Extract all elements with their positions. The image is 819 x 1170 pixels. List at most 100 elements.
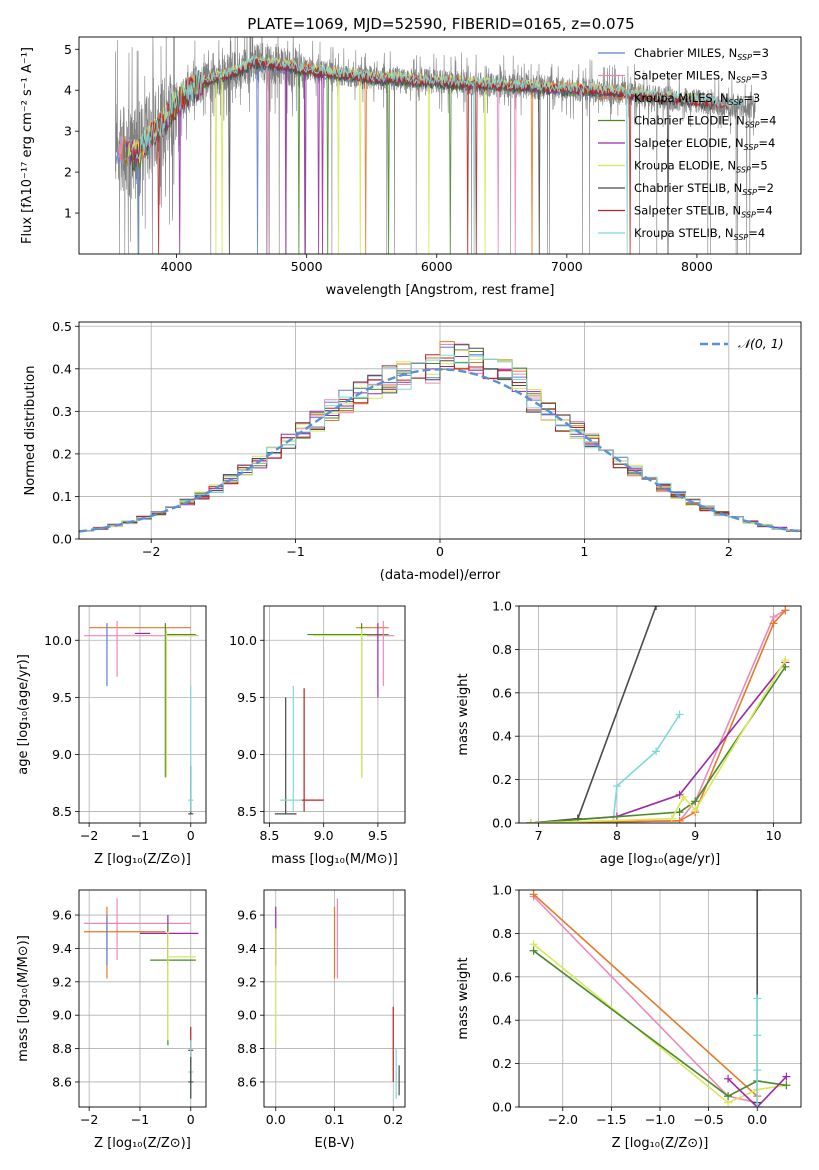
mass_weight_vs_age-series-3 <box>530 609 786 823</box>
mass_weight_vs_age-xtick-label-2: 9 <box>691 828 699 843</box>
spectrum-ytick-label-2: 3 <box>64 124 72 139</box>
spectrum-xtick-label-2: 6000 <box>421 259 453 274</box>
mass_weight_vs_Z-ytick-label-5: 1.0 <box>492 883 512 898</box>
age_vs_Z-errorbar-5 <box>165 628 196 778</box>
mass_weight_vs_Z-xtick-label-4: 0.0 <box>747 1112 767 1127</box>
age_vs_Z-axes: −2 −1 0 8.5 9.0 9.5 10.0 Z [log₁₀(Z/Z⊙)] age [lo… <box>16 606 206 867</box>
residuals-ytick-label-0: 0.0 <box>52 532 72 547</box>
mass_weight_vs_age-series-1 <box>612 714 681 823</box>
mass_weight_vs_Z-axes: −2.0 −1.5 −1.0 −0.5 0.0 0.0 0.2 0.4 0.6 0.8 1.0 Z [… <box>456 883 801 1151</box>
residuals-xlabel: (data-model)/error <box>380 568 501 583</box>
mass_vs_Z-ytick-label-2: 9.0 <box>52 1008 72 1023</box>
age_vs_Z-xtick-label-1: −1 <box>131 828 149 843</box>
age_vs_Z-xtick-label-0: −2 <box>80 828 98 843</box>
mass_weight_vs_Z-series-4-marker-0 <box>724 1074 733 1083</box>
age_vs_mass-errorbar-3 <box>367 620 395 686</box>
mass_weight_vs_age-series-6-marker-3 <box>691 805 700 814</box>
residuals-ytick-label-1: 0.1 <box>52 489 72 504</box>
spectrum-data-line <box>115 37 756 254</box>
mass_weight_vs_age-ytick-label-5: 1.0 <box>492 599 512 614</box>
mass_weight_vs_age-series-0 <box>530 606 657 823</box>
mass_weight_vs_age-frame <box>518 605 802 824</box>
age_vs_Z-ytick-label-3: 10.0 <box>44 633 72 648</box>
age_vs_mass-errorbar-6 <box>280 685 302 812</box>
age_vs_mass-xtick-label-1: 9.0 <box>314 828 334 843</box>
mass_weight_vs_age-ytick-label-0: 0.0 <box>492 816 512 831</box>
mass_weight_vs_Z-series-1 <box>533 893 758 1097</box>
mass_vs_Z-ytick-label-5: 9.6 <box>52 908 72 923</box>
mass_weight_vs_age-series-6-marker-2 <box>679 792 688 801</box>
mass_weight_vs_age-series-0-marker-2 <box>652 606 661 610</box>
age_vs_mass-xlabel: mass [log₁₀(M/M⊙)] <box>271 852 398 867</box>
mass_weight_vs_Z-series-4 <box>727 1076 787 1107</box>
mass_weight_vs_Z-series-3 <box>533 950 787 1098</box>
mass_vs_Z-ylabel: mass [log₁₀(M/M⊙)] <box>16 935 31 1062</box>
spectrum-ytick-label-4: 5 <box>64 42 72 57</box>
age_vs_mass-errorbar-7 <box>301 688 324 812</box>
mass_vs_ebv-frame <box>263 889 406 1108</box>
figure-title: PLATE=1069, MJD=52590, FIBERID=0165, z=0… <box>247 15 634 33</box>
mass_vs_Z-xlabel: Z [log₁₀(Z/Z⊙)] <box>94 1136 191 1151</box>
spectrum-xtick-label-4: 8000 <box>681 259 713 274</box>
age_vs_Z-ytick-label-1: 9.0 <box>52 747 72 762</box>
spectrum-legend-label-3: Chabrier ELODIE, NSSP=4 <box>634 114 776 130</box>
spectrum-frame <box>78 36 802 255</box>
mass_weight_vs_Z-ytick-label-0: 0.0 <box>492 1100 512 1115</box>
mass_weight_vs_Z-xtick-label-2: −1.0 <box>645 1112 675 1127</box>
mass_weight_vs_Z-ylabel: mass weight <box>456 957 471 1039</box>
mass_weight_vs_age-series-3-marker-3 <box>769 619 778 628</box>
spectrum-xtick-label-3: 7000 <box>551 259 583 274</box>
mass_vs_ebv-ytick-label-1: 8.8 <box>237 1041 257 1056</box>
mass_weight_vs_age-series-1-marker-1 <box>612 782 621 791</box>
residuals-hist-8 <box>79 354 801 532</box>
spectrum-legend-label-0: Chabrier MILES, NSSP=3 <box>634 46 769 62</box>
residuals-ytick-label-4: 0.4 <box>52 361 72 376</box>
mass_vs_Z-errorbar-1 <box>84 906 166 979</box>
age_vs_Z-errorbar-1 <box>84 620 199 677</box>
age_vs_Z-ytick-label-2: 9.5 <box>52 690 72 705</box>
age_vs_Z-errorbar-4 <box>164 623 196 778</box>
mass_vs_Z-xtick-label-0: −2 <box>80 1112 98 1127</box>
spectrum-model-line-8 <box>135 54 744 254</box>
age_vs_Z-frame <box>78 605 207 824</box>
mass_vs_Z-errorbar-3 <box>139 915 199 966</box>
age_vs_mass-xtick-label-0: 8.5 <box>259 828 279 843</box>
residuals-axes: −2 −1 0 1 2 0.0 0.1 0.2 0.3 0.4 0.5 (data-model)/er… <box>23 319 801 583</box>
age_vs_mass-ytick-label-1: 9.0 <box>237 747 257 762</box>
age_vs_Z-xlabel: Z [log₁₀(Z/Z⊙)] <box>94 852 191 867</box>
age_vs_mass-frame <box>263 605 406 824</box>
spectrum-legend-label-7: Salpeter STELIB, NSSP=4 <box>634 204 773 220</box>
mass_weight_vs_age-series-1-marker-3 <box>675 710 684 719</box>
spectrum-xtick-label-0: 4000 <box>161 259 193 274</box>
mass_weight_vs_Z-ytick-label-2: 0.4 <box>492 1013 512 1028</box>
mass_vs_Z-errorbar-8 <box>188 1056 194 1099</box>
spectrum-xlabel: wavelength [Angstrom, rest frame] <box>326 283 555 298</box>
age_vs_mass-ytick-label-3: 10.0 <box>229 633 257 648</box>
mass_weight_vs_age-series-6 <box>530 659 786 823</box>
mass_vs_ebv-ytick-label-3: 9.2 <box>237 974 257 989</box>
mass_vs_ebv-xlabel: E(B-V) <box>314 1136 354 1151</box>
residuals-ytick-label-3: 0.3 <box>52 404 72 419</box>
spectrum-legend-label-6: Chabrier STELIB, NSSP=2 <box>634 181 774 197</box>
residuals-frame <box>78 321 802 540</box>
mass_weight_vs_Z-series-6-marker-0 <box>753 1103 762 1107</box>
age_vs_mass-ytick-label-0: 8.5 <box>237 804 257 819</box>
age_vs_Z-errorbar-7 <box>188 685 194 812</box>
age_vs_mass-errorbar-5 <box>274 697 297 815</box>
spectrum-axes: 4000 5000 6000 7000 8000 1 2 3 4 5 wavelength [Ang… <box>20 42 713 298</box>
mass_weight_vs_age-ytick-label-1: 0.2 <box>492 772 512 787</box>
spectrum-xtick-label-1: 5000 <box>291 259 323 274</box>
mass_vs_Z-xtick-label-2: 0 <box>187 1112 195 1127</box>
residuals-xtick-label-0: −2 <box>142 544 160 559</box>
age_vs_mass-errorbar-2 <box>312 628 395 778</box>
spectrum-ylabel: Flux [fλ10⁻¹⁷ erg cm⁻² s⁻¹ A⁻¹] <box>20 47 35 244</box>
mass_vs_ebv-ytick-label-5: 9.6 <box>237 908 257 923</box>
mass_vs_Z-ytick-label-0: 8.6 <box>52 1074 72 1089</box>
mass_weight_vs_age-series-5 <box>530 666 786 823</box>
residuals-xtick-label-1: −1 <box>286 544 304 559</box>
mass_vs_ebv-xtick-label-0: 0.0 <box>266 1112 286 1127</box>
mass_weight_vs_age-series-2 <box>530 609 786 823</box>
mass_vs_Z-errorbar-5 <box>167 931 196 1041</box>
mass_weight_vs_Z-series-3-marker-3 <box>782 1081 791 1090</box>
mass_weight_vs_Z-series-0 <box>533 895 758 1104</box>
